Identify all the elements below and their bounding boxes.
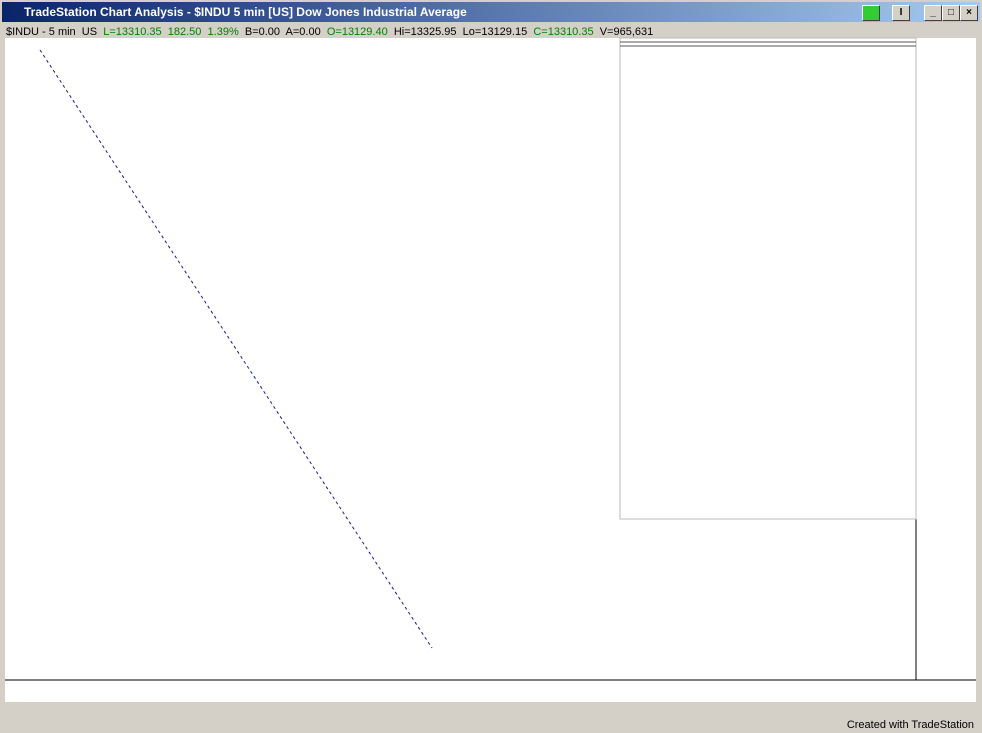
fib-box bbox=[619, 37, 917, 520]
close-button[interactable]: × bbox=[960, 5, 978, 21]
low: Lo=13129.15 bbox=[462, 26, 528, 38]
volume: V=965,631 bbox=[599, 26, 654, 38]
info-bar: $INDU - 5 min US L=13310.35 182.50 1.39%… bbox=[6, 26, 653, 38]
close: C=13310.35 bbox=[533, 26, 594, 38]
change: 182.50 bbox=[167, 26, 202, 38]
high: Hi=13325.95 bbox=[393, 26, 457, 38]
price-axis bbox=[916, 38, 976, 680]
trend-line bbox=[39, 49, 433, 649]
last: L=13310.35 bbox=[103, 26, 162, 38]
time-axis bbox=[5, 680, 976, 702]
info-button[interactable]: I bbox=[892, 5, 910, 21]
title-bar: TradeStation Chart Analysis - $INDU 5 mi… bbox=[2, 2, 980, 22]
maximize-button[interactable]: □ bbox=[942, 5, 960, 21]
ask: A=0.00 bbox=[285, 26, 321, 38]
open: O=13129.40 bbox=[326, 26, 388, 38]
minimize-button[interactable]: _ bbox=[924, 5, 942, 21]
footer: Created with TradeStation bbox=[846, 719, 974, 731]
change-pct: 1.39% bbox=[207, 26, 239, 38]
status-button[interactable] bbox=[862, 5, 880, 21]
window-title: TradeStation Chart Analysis - $INDU 5 mi… bbox=[24, 5, 467, 19]
bid: B=0.00 bbox=[244, 26, 281, 38]
plot-area bbox=[5, 38, 916, 680]
symbol: $INDU - 5 min US bbox=[6, 26, 98, 38]
